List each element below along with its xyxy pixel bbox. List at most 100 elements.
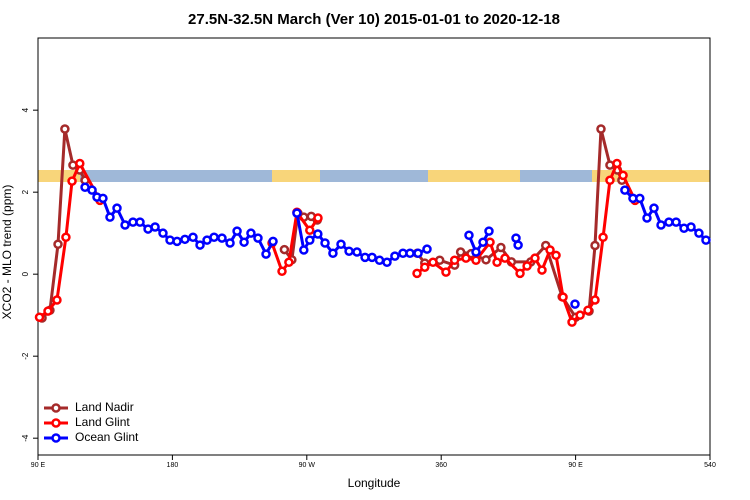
point: [590, 295, 600, 305]
point: [277, 266, 287, 277]
x-tick-label: 90 W: [299, 462, 316, 469]
point: [449, 255, 460, 265]
point: [471, 247, 481, 257]
point: [530, 253, 540, 263]
point: [461, 253, 471, 263]
legend-label: Ocean Glint: [75, 430, 139, 444]
point: [75, 158, 85, 169]
legend-marker: [51, 403, 61, 413]
point: [279, 244, 290, 255]
point: [583, 305, 593, 316]
point: [313, 229, 323, 239]
point: [422, 244, 432, 254]
y-tick-label: 4: [21, 107, 30, 112]
point: [570, 299, 580, 309]
point: [253, 233, 263, 243]
point: [313, 213, 323, 223]
point: [686, 222, 696, 232]
point: [596, 124, 606, 134]
plot-frame: [37, 37, 711, 456]
point: [428, 257, 438, 268]
point: [292, 208, 302, 218]
point: [590, 240, 600, 251]
point: [172, 236, 182, 247]
point: [188, 232, 198, 243]
map-strip: [38, 170, 710, 182]
point: [642, 213, 652, 223]
point: [120, 220, 130, 230]
y-tick-label: -4: [21, 434, 30, 442]
point: [515, 268, 525, 279]
point: [209, 232, 219, 243]
point: [344, 246, 354, 256]
y-tick-label: 2: [21, 189, 30, 194]
point: [60, 124, 70, 134]
point: [374, 255, 385, 265]
legend-label: Land Nadir: [75, 400, 134, 414]
point: [478, 237, 488, 247]
point: [87, 185, 97, 195]
point: [320, 238, 330, 248]
point: [98, 193, 108, 204]
point: [268, 236, 278, 247]
point: [261, 249, 271, 259]
point: [135, 217, 145, 227]
point: [239, 237, 249, 247]
point: [305, 235, 315, 245]
point: [180, 234, 190, 245]
legend-label: Land Glint: [75, 415, 130, 429]
point: [105, 212, 115, 222]
point: [500, 253, 510, 263]
point: [513, 240, 523, 250]
point: [112, 203, 122, 213]
x-tick-label: 90 E: [31, 462, 46, 469]
y-axis-label: XCO2 - MLO trend (ppm): [0, 185, 14, 320]
point: [551, 250, 561, 261]
point: [195, 240, 205, 250]
point: [605, 175, 615, 186]
point: [52, 295, 62, 305]
point: [694, 228, 704, 238]
point: [612, 158, 622, 169]
x-axis-label: Longitude: [348, 476, 401, 490]
point: [635, 193, 645, 204]
point: [701, 235, 711, 245]
point: [158, 228, 168, 238]
point: [305, 225, 315, 236]
legend-marker: [51, 418, 61, 428]
point: [455, 247, 466, 257]
point: [53, 239, 63, 249]
point: [412, 268, 422, 279]
point: [382, 257, 392, 268]
point: [61, 232, 71, 243]
point: [464, 230, 474, 240]
point: [522, 261, 532, 271]
point: [150, 222, 160, 232]
point: [390, 251, 400, 261]
point: [471, 255, 481, 265]
x-tick-label: 180: [167, 462, 179, 469]
point: [492, 257, 502, 268]
point: [567, 317, 577, 327]
point: [67, 176, 77, 186]
chart-title: 27.5N-32.5N March (Ver 10) 2015-01-01 to…: [188, 11, 560, 28]
point: [367, 252, 377, 263]
point: [246, 228, 256, 238]
point: [575, 310, 585, 320]
x-tick-label: 360: [435, 462, 447, 469]
point: [618, 170, 628, 181]
point: [284, 257, 294, 268]
point: [232, 226, 242, 236]
point: [43, 306, 53, 316]
point: [649, 203, 659, 213]
point: [484, 226, 494, 236]
point: [620, 185, 630, 195]
point: [537, 265, 547, 275]
point: [405, 248, 415, 259]
y-tick-label: 0: [21, 271, 30, 276]
point: [217, 233, 227, 243]
point: [352, 247, 362, 257]
series-line: [84, 185, 708, 264]
point: [413, 248, 423, 259]
